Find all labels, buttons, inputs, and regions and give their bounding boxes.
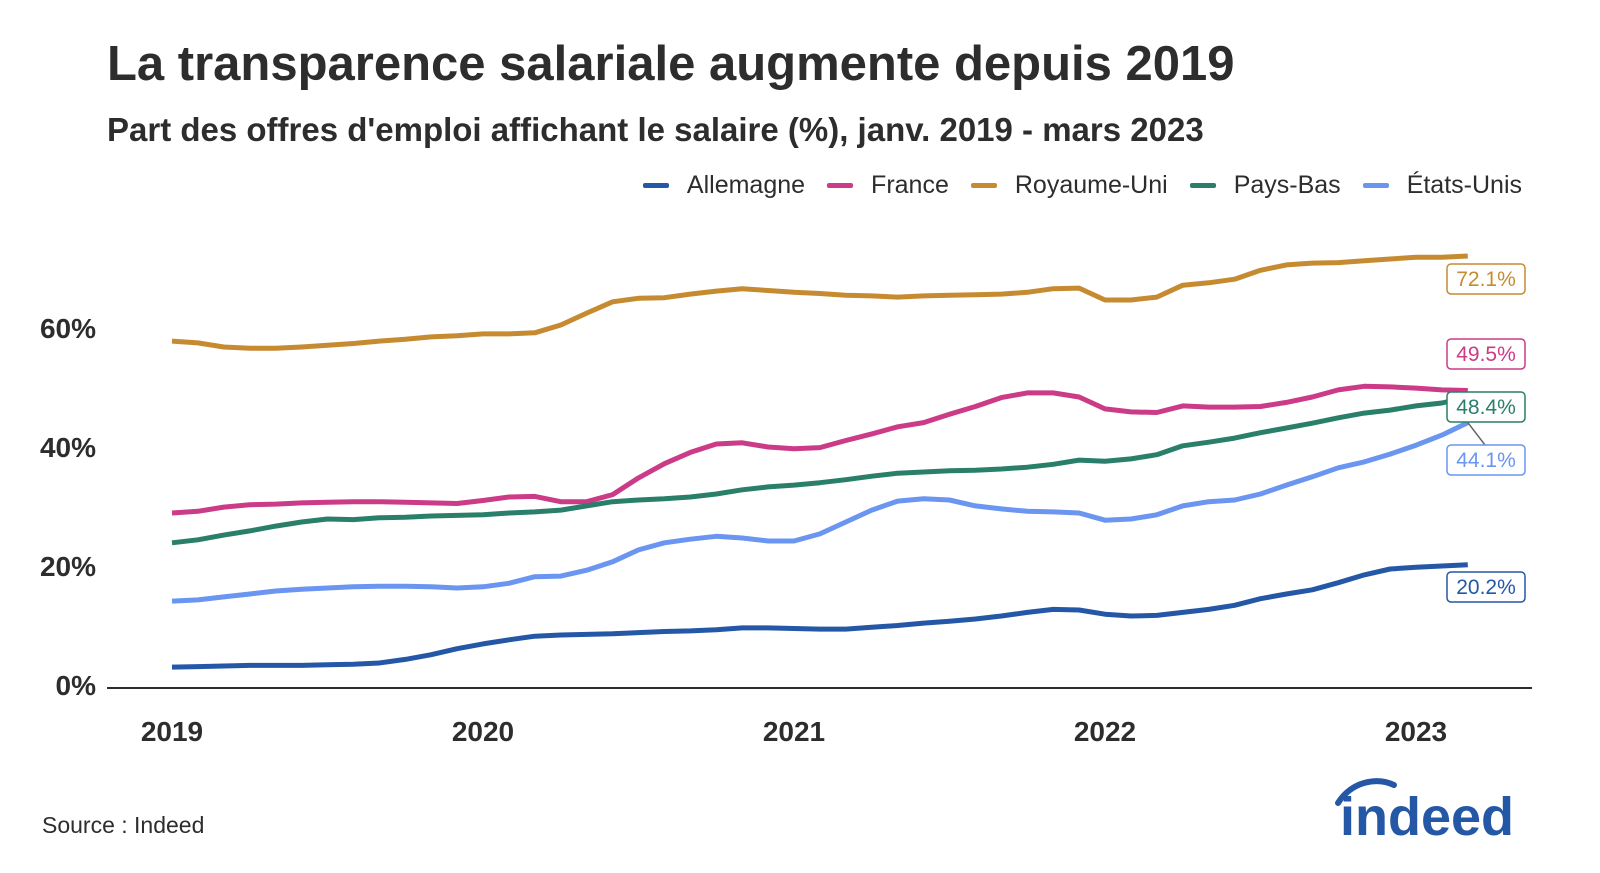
- x-tick-label: 2020: [452, 716, 514, 747]
- legend-label: Pays-Bas: [1233, 171, 1341, 199]
- x-tick-label: 2023: [1385, 716, 1447, 747]
- series-line-pays-bas: [171, 394, 1469, 546]
- indeed-logo: indeed: [1335, 778, 1514, 843]
- end-label: 44.1%: [1456, 449, 1516, 472]
- series-line-royaume-uni: [171, 253, 1468, 351]
- end-label: 48.4%: [1456, 396, 1516, 419]
- logo-text: indeed: [1340, 787, 1514, 843]
- legend-item: Pays-Bas: [1189, 170, 1341, 200]
- legend-swatch: [1362, 182, 1389, 188]
- end-label-box: [1446, 571, 1526, 603]
- y-tick-label: 60%: [40, 313, 96, 344]
- legend-item: Royaume-Uni: [970, 170, 1168, 200]
- end-label: 72.1%: [1456, 268, 1516, 291]
- x-tick-label: 2022: [1074, 716, 1136, 747]
- legend-item: France: [827, 170, 949, 200]
- legend-label: Royaume-Uni: [1014, 171, 1168, 199]
- chart-subtitle: Part des offres d'emploi affichant le sa…: [107, 111, 1204, 148]
- legend-swatch: [642, 182, 669, 188]
- x-tick-label: 2021: [763, 716, 825, 747]
- x-tick-label: 2019: [141, 716, 203, 747]
- logo-arc: [1335, 778, 1397, 806]
- legend: Allemagne France Royaume-Uni Pays-Bas États-…: [642, 170, 1522, 200]
- end-label-box: [1446, 444, 1526, 476]
- y-tick-label: 40%: [40, 432, 96, 463]
- source-note: Source : Indeed: [42, 812, 205, 838]
- end-label-box: [1446, 391, 1526, 423]
- series-line-allemagne: [171, 562, 1468, 670]
- legend-swatch: [970, 182, 997, 188]
- legend-swatch: [827, 182, 854, 188]
- y-tick-label: 0%: [56, 670, 97, 701]
- end-label: 49.5%: [1456, 343, 1516, 366]
- series-line-france: [171, 383, 1468, 516]
- legend-swatch: [1189, 182, 1216, 188]
- end-label-box: [1446, 263, 1526, 295]
- y-tick-label: 20%: [40, 551, 96, 582]
- chart-title: La transparence salariale augmente depui…: [107, 37, 1235, 91]
- end-label: 20.2%: [1456, 576, 1516, 599]
- label-leader-line: [1467, 422, 1486, 446]
- legend-item: Allemagne: [642, 170, 806, 200]
- legend-label: Allemagne: [686, 171, 806, 199]
- legend-item: États-Unis: [1362, 170, 1522, 200]
- legend-label: États-Unis: [1406, 171, 1522, 199]
- series-line-états-unis: [171, 420, 1469, 604]
- end-label-box: [1446, 338, 1526, 370]
- legend-label: France: [871, 171, 949, 199]
